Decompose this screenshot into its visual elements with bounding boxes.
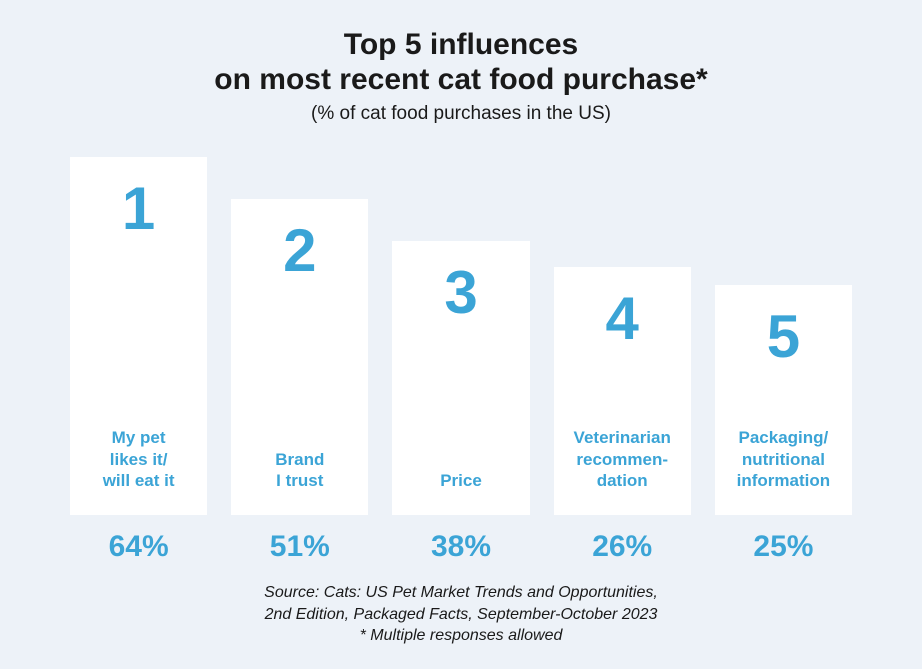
rank-number: 5 <box>767 307 800 367</box>
title-line-1: Top 5 influences <box>344 28 578 61</box>
bar: 4 Veterinarian recommen- dation <box>554 267 691 515</box>
bar-label: Veterinarian recommen- dation <box>574 427 671 491</box>
rank-number: 1 <box>122 179 155 239</box>
percent-row: 64% 51% 38% 26% 25% <box>70 530 852 564</box>
bar-chart: 1 My pet likes it/ will eat it 2 Brand I… <box>70 155 852 515</box>
source-footer: Source: Cats: US Pet Market Trends and O… <box>0 582 922 647</box>
rank-number: 2 <box>283 221 316 281</box>
chart-subtitle: (% of cat food purchases in the US) <box>0 103 922 125</box>
chart-title: Top 5 influences on most recent cat food… <box>0 28 922 97</box>
bar-col: 2 Brand I trust <box>231 199 368 515</box>
bar-col: 5 Packaging/ nutritional information <box>715 285 852 515</box>
bar: 5 Packaging/ nutritional information <box>715 285 852 515</box>
footer-line: * Multiple responses allowed <box>0 625 922 647</box>
percent-value: 25% <box>715 530 852 564</box>
bar-label: My pet likes it/ will eat it <box>103 427 175 491</box>
percent-value: 51% <box>231 530 368 564</box>
title-line-2: on most recent cat food purchase* <box>214 63 707 96</box>
bar-label: Packaging/ nutritional information <box>737 427 831 491</box>
bar-col: 4 Veterinarian recommen- dation <box>554 267 691 515</box>
bar: 1 My pet likes it/ will eat it <box>70 157 207 515</box>
title-block: Top 5 influences on most recent cat food… <box>0 0 922 125</box>
bar-col: 3 Price <box>392 241 529 515</box>
percent-value: 64% <box>70 530 207 564</box>
footer-line: 2nd Edition, Packaged Facts, September-O… <box>0 604 922 626</box>
rank-number: 4 <box>606 289 639 349</box>
percent-value: 38% <box>392 530 529 564</box>
bar: 2 Brand I trust <box>231 199 368 515</box>
bar: 3 Price <box>392 241 529 515</box>
bar-col: 1 My pet likes it/ will eat it <box>70 157 207 515</box>
bar-label: Brand I trust <box>275 449 324 492</box>
footer-line: Source: Cats: US Pet Market Trends and O… <box>0 582 922 604</box>
percent-value: 26% <box>554 530 691 564</box>
bar-label: Price <box>440 470 482 491</box>
rank-number: 3 <box>444 263 477 323</box>
